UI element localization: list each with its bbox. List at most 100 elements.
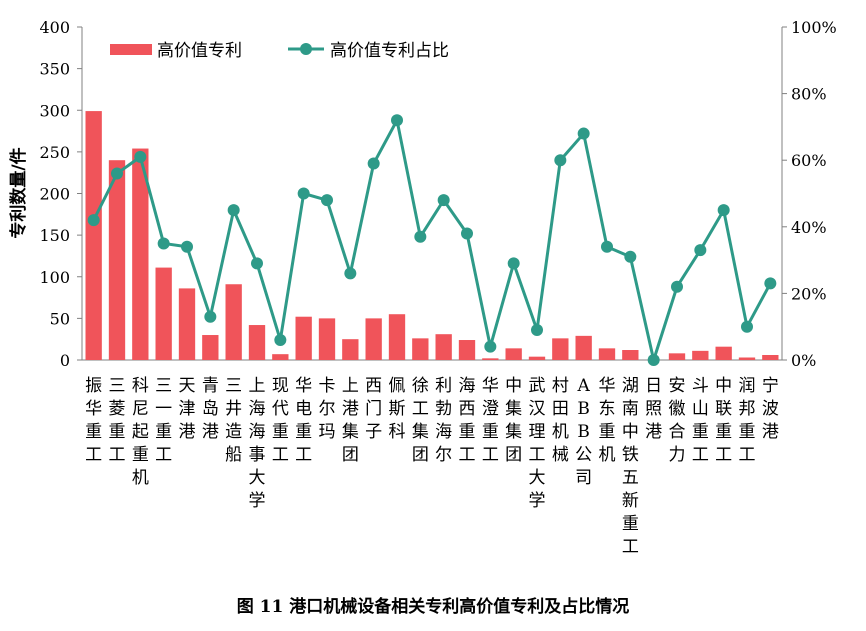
y-tick-label-right: 100% [791, 18, 837, 37]
bar [505, 348, 522, 360]
y-tick-label-right: 80% [791, 85, 827, 104]
y-tick-label-left: 250 [39, 143, 70, 162]
category-label: 中集集团 [505, 376, 522, 465]
ratio-point [647, 354, 660, 366]
ratio-point [717, 204, 730, 217]
ratio-point [367, 157, 380, 170]
category-label: 科尼起重机 [132, 376, 149, 488]
category-label: 卡尔玛 [319, 376, 336, 442]
ratio-point [741, 320, 753, 333]
ratio-point [764, 277, 777, 290]
ratio-point [577, 127, 590, 140]
tick-labels: 0 50 100 150 200 250 300 350 400 0% 20% 40% 60% 80% 10… [39, 18, 836, 370]
y-tick-label-right: 60% [791, 151, 827, 170]
category-label: 海西重工 [459, 376, 476, 465]
ratio-point [344, 267, 357, 280]
bar [435, 334, 452, 360]
ratio-point [461, 227, 473, 240]
bar [155, 267, 172, 360]
ratio-point [274, 334, 287, 347]
category-label: 天津港 [179, 376, 196, 442]
ratio-point [204, 310, 217, 323]
bar [622, 350, 639, 360]
bar [365, 318, 382, 360]
y-tick-label-right: 40% [791, 218, 827, 237]
legend-bar-swatch [110, 44, 152, 55]
category-label: 三井造船 [225, 376, 242, 465]
category-label: 华澄重工 [482, 376, 499, 465]
bar [342, 339, 359, 360]
ratio-point [321, 194, 333, 207]
bar [692, 350, 709, 360]
figure-caption: 图 11 港口机械设备相关专利高价值专利及占比情况 [237, 596, 630, 617]
y-tick-label-left: 300 [39, 101, 70, 120]
ratio-point [531, 324, 543, 337]
ratio-point [297, 187, 310, 200]
legend-line-marker [300, 43, 312, 55]
ratio-point [414, 230, 427, 243]
category-label: 斗山重工 [692, 376, 709, 465]
ratio-point [624, 250, 637, 263]
ratio-point [507, 257, 520, 270]
category-labels: 振华重工三菱重工科尼起重机三一重工天津港青岛港三井造船上海海事大学现代重工华电重… [85, 376, 779, 557]
category-label: 三一重工 [155, 376, 172, 465]
bar [295, 316, 312, 360]
bar [388, 314, 406, 360]
category-label: 日照港 [645, 376, 662, 442]
ratio-point [134, 150, 147, 163]
legend: 高价值专利 高价值专利占比 [110, 41, 449, 61]
bar [108, 160, 126, 360]
bar [738, 357, 756, 360]
ratio-point [251, 257, 263, 270]
category-label: 安徽合力 [669, 376, 686, 465]
y-tick-label-right: 20% [791, 284, 827, 303]
category-label: 振华重工 [85, 376, 102, 465]
y-tick-label-left: 150 [39, 226, 70, 245]
bar [132, 148, 149, 360]
legend-line-label: 高价值专利占比 [330, 41, 449, 61]
ratio-point [87, 214, 100, 227]
ratio-line-series [87, 114, 777, 366]
bar [248, 325, 266, 360]
category-label: 润邦重工 [739, 376, 756, 465]
ratio-point [227, 204, 240, 217]
bars [85, 111, 779, 361]
bar [272, 354, 289, 360]
legend-bar-label: 高价值专利 [157, 41, 242, 61]
y-tick-label-left: 350 [39, 60, 70, 79]
bar [178, 288, 196, 360]
category-label: 青岛港 [202, 376, 219, 442]
y-tick-label-left: 100 [39, 268, 70, 287]
bar [668, 353, 686, 360]
category-label: 村田机械 [552, 376, 569, 465]
category-label: A B B 公司 [575, 376, 592, 488]
y-tick-label-left: 200 [39, 185, 70, 204]
category-label: 武汉理工大学 [529, 376, 546, 511]
category-label: 上港集团 [342, 376, 359, 465]
y-tick-label-left: 50 [50, 309, 70, 328]
category-label: 西门子 [365, 376, 382, 442]
ratio-point [437, 194, 450, 207]
y-tick-label-right: 0% [791, 351, 816, 370]
ratio-point [671, 280, 683, 293]
bar [528, 356, 546, 360]
bar [762, 355, 779, 360]
ratio-point [157, 237, 170, 250]
ratio-point [181, 240, 193, 253]
axes [77, 26, 787, 361]
category-label: 华东重机 [599, 376, 616, 465]
category-label: 徐工集团 [412, 376, 429, 465]
ratio-line [92, 118, 772, 362]
y-tick-label-left: 400 [39, 18, 70, 37]
bar [318, 318, 336, 360]
ratio-point [601, 240, 613, 253]
ratio-point [694, 244, 707, 257]
category-label: 三菱重工 [109, 376, 126, 465]
category-label: 现代重工 [272, 376, 289, 465]
ratio-point [391, 114, 403, 127]
ratio-point [554, 154, 567, 167]
bar [715, 346, 732, 360]
category-label: 利勃海尔 [435, 376, 452, 465]
